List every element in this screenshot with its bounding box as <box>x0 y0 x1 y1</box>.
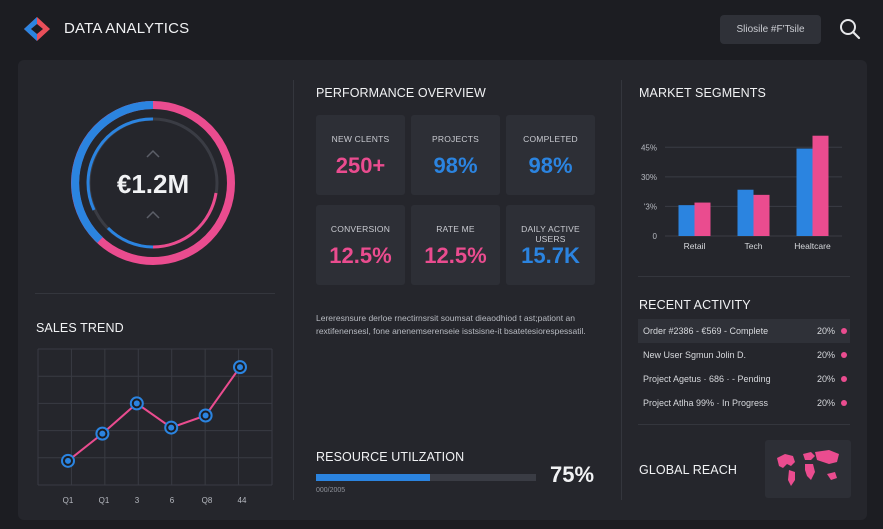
column-divider <box>293 80 294 500</box>
data-point-core <box>65 457 71 464</box>
y-tick-label: 0 <box>653 232 658 241</box>
activity-row[interactable]: Project Atlha 99% · In Progress 20% <box>638 391 850 415</box>
kpi-value: 12.5% <box>329 243 392 268</box>
row-divider <box>638 276 850 277</box>
bar <box>737 189 754 236</box>
activity-text: Project Agetus · 686 · - Pending <box>643 374 771 384</box>
market-segments-chart: 0 '3% 30% 45% Retail Tech Healtcare <box>641 135 842 251</box>
x-tick-label: Tech <box>745 241 763 251</box>
description-line: Lereresnsure derloe rnectirnsrsit soumsa… <box>316 313 575 323</box>
x-tick-label: 6 <box>170 496 175 505</box>
kpi-value: 15.7K <box>521 243 580 268</box>
kpi-label: RATE ME <box>436 224 475 234</box>
row-divider <box>638 424 850 425</box>
sales-trend-title: SALES TREND <box>36 321 124 335</box>
data-point-core <box>133 400 140 407</box>
data-point-core <box>168 424 175 431</box>
kpi-value: 98% <box>433 153 478 178</box>
activity-row[interactable]: New User Sgmun Jolin D. 20% <box>638 343 850 367</box>
kpi-value: 98% <box>528 153 573 178</box>
activity-percent: 20% <box>817 350 836 360</box>
resource-progress-bar <box>316 474 536 481</box>
kpi-value: 12.5% <box>424 243 487 268</box>
revenue-ring: €1.2M <box>71 101 235 265</box>
chevron-up-icon <box>146 149 160 158</box>
x-tick-label: 3 <box>135 496 140 505</box>
kpi-card-new-clients[interactable]: NEW CLENTS 250+ <box>316 115 405 195</box>
row-divider <box>35 293 275 294</box>
x-tick-label: Q1 <box>99 496 110 505</box>
resource-progress-fill <box>316 474 431 481</box>
kpi-label: NEW CLENTS <box>331 134 390 144</box>
bar <box>678 205 695 236</box>
resource-caption: 000/2005 <box>316 487 346 494</box>
kpi-value: 250+ <box>335 153 386 178</box>
revenue-value: €1.2M <box>117 169 189 199</box>
market-segments-title: MARKET SEGMENTS <box>639 86 766 100</box>
kpi-label: DAILY ACTIVE USERS <box>521 224 580 244</box>
performance-overview-title: PERFORMANCE OVERVIEW <box>316 86 486 100</box>
activity-percent: 20% <box>817 398 836 408</box>
kpi-label: CONVERSION <box>330 224 391 234</box>
global-reach-title: GLOBAL REACH <box>639 463 737 477</box>
kpi-card-completed[interactable]: COMPLETED 98% <box>506 115 595 195</box>
status-dot-icon <box>841 376 847 382</box>
logo-icon <box>24 17 50 41</box>
column-divider <box>621 80 622 500</box>
y-tick-label: 45% <box>641 143 657 152</box>
data-point-core <box>202 412 209 419</box>
activity-percent: 20% <box>817 374 836 384</box>
bar <box>753 194 770 236</box>
y-tick-label: '3% <box>644 202 657 211</box>
world-map[interactable] <box>765 440 851 498</box>
activity-percent: 20% <box>817 326 836 336</box>
overview-description: Lereresnsure derloe rnectirnsrsit soumsa… <box>316 312 601 338</box>
activity-text: Project Atlha 99% · In Progress <box>643 398 769 408</box>
x-tick-label: 44 <box>238 496 247 505</box>
resource-percent: 75% <box>550 462 595 487</box>
activity-text: New User Sgmun Jolin D. <box>643 350 747 360</box>
x-tick-label: Q1 <box>63 496 74 505</box>
kpi-label: COMPLETED <box>523 134 578 144</box>
status-dot-icon <box>841 352 847 358</box>
bar <box>694 202 711 236</box>
resource-utilization-title: RESOURCE UTILZATION <box>316 450 465 464</box>
kpi-card-projects[interactable]: PROJECTS 98% <box>411 115 500 195</box>
filter-pill[interactable]: Sliosile #F'Tsile <box>720 15 821 44</box>
description-line: rextifenensesl, fone anenemserenseie iss… <box>316 326 586 336</box>
sales-trend-chart: Q1 Q1 3 6 Q8 44 <box>37 348 273 505</box>
x-tick-label: Q8 <box>202 496 213 505</box>
kpi-card-conversion[interactable]: CONVERSION 12.5% <box>316 205 405 285</box>
status-dot-icon <box>841 400 847 406</box>
kpi-label: PROJECTS <box>432 134 479 144</box>
x-tick-label: Retail <box>684 241 706 251</box>
kpi-card-rate[interactable]: RATE ME 12.5% <box>411 205 500 285</box>
x-tick-label: Healtcare <box>794 241 831 251</box>
recent-activity-title: RECENT ACTIVITY <box>639 298 751 312</box>
activity-text: Order #2386 - €569 - Complete <box>643 326 769 336</box>
search-icon[interactable] <box>838 17 862 41</box>
data-point-core <box>237 364 243 371</box>
data-point-core <box>99 430 106 437</box>
bar <box>796 148 813 236</box>
series-line <box>67 366 241 462</box>
activity-row[interactable]: Order #2386 - €569 - Complete 20% <box>638 319 850 343</box>
bar <box>812 135 829 236</box>
world-map-icon <box>777 450 839 486</box>
status-dot-icon <box>841 328 847 334</box>
y-tick-label: 30% <box>641 173 657 182</box>
chevron-up-icon <box>146 210 160 219</box>
app-header: DATA ANALYTICS Sliosile #F'Tsile <box>0 0 883 58</box>
app-title: DATA ANALYTICS <box>64 20 190 37</box>
activity-row[interactable]: Project Agetus · 686 · - Pending 20% <box>638 367 850 391</box>
kpi-card-daily-active-users[interactable]: DAILY ACTIVE USERS 15.7K <box>506 205 595 285</box>
